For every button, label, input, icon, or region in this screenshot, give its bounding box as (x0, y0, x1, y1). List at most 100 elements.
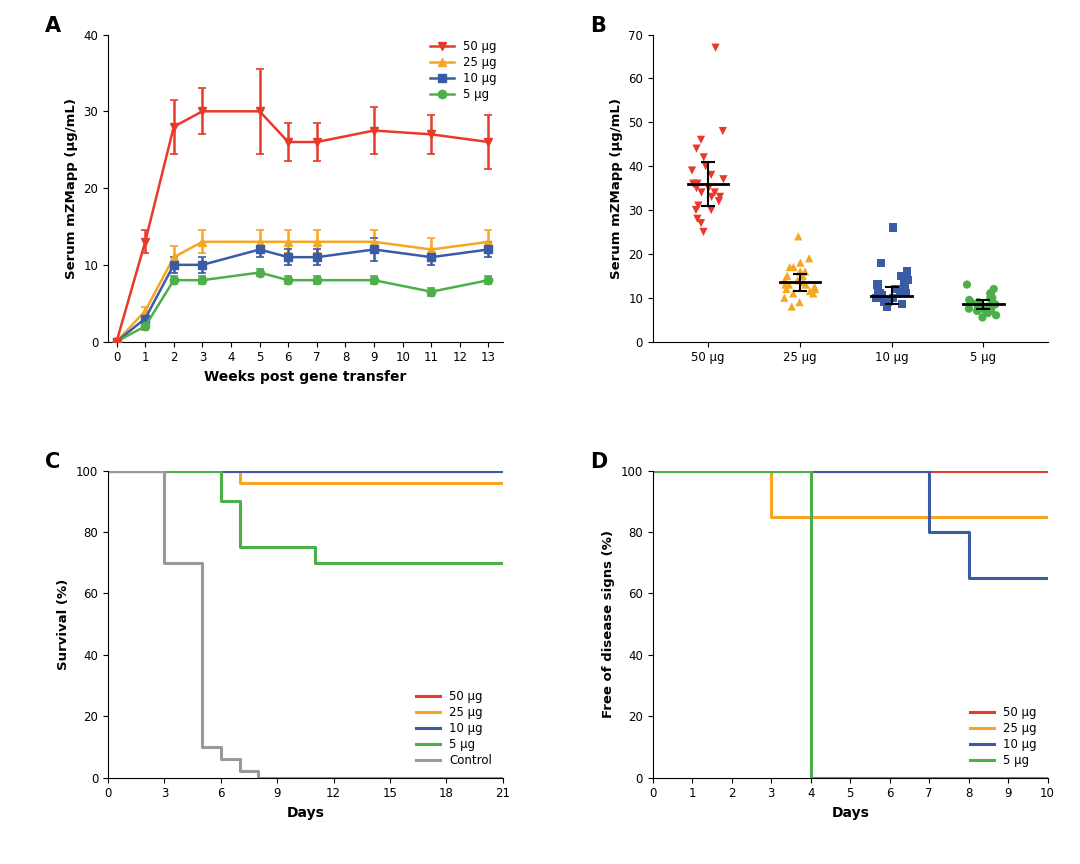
Point (684, 163, 701, 177)
Point (696, 150, 713, 164)
Point (700, 181, 717, 195)
Point (980, 306, 997, 320)
Point (896, 277, 914, 291)
Point (974, 300, 991, 314)
Point (982, 291, 999, 305)
Point (777, 273, 794, 287)
Point (781, 260, 798, 274)
Point (892, 269, 909, 283)
X-axis label: Days: Days (286, 806, 324, 820)
Point (797, 277, 814, 291)
Point (886, 282, 903, 295)
Point (806, 280, 823, 294)
Point (780, 277, 797, 291)
Y-axis label: Serum mZMapp (μg/mL): Serum mZMapp (μg/mL) (65, 98, 78, 278)
Point (969, 304, 986, 318)
Point (715, 173, 732, 187)
Point (974, 310, 991, 324)
Point (873, 291, 890, 305)
Point (899, 264, 916, 278)
Point (712, 190, 729, 204)
Point (783, 300, 800, 314)
Point (805, 287, 822, 301)
Point (893, 282, 910, 295)
Point (703, 190, 720, 204)
Point (794, 269, 811, 283)
Point (690, 199, 707, 213)
X-axis label: Weeks post gene transfer: Weeks post gene transfer (204, 370, 406, 384)
Point (789, 273, 807, 287)
Point (875, 295, 892, 309)
Text: D: D (590, 452, 607, 472)
Point (795, 276, 812, 289)
Point (869, 287, 887, 301)
Point (978, 300, 996, 314)
Point (969, 304, 986, 318)
Point (692, 133, 710, 147)
Point (689, 212, 706, 226)
Point (692, 216, 710, 230)
Point (894, 297, 912, 311)
Point (885, 220, 902, 234)
Point (899, 273, 916, 287)
Point (714, 124, 731, 138)
Point (958, 277, 975, 291)
Point (868, 291, 886, 305)
Point (692, 186, 710, 200)
Point (879, 295, 896, 309)
Point (792, 264, 809, 278)
Point (983, 304, 1000, 318)
Point (983, 300, 1000, 314)
Point (982, 287, 999, 301)
Legend: 50 μg, 25 μg, 10 μg, 5 μg: 50 μg, 25 μg, 10 μg, 5 μg (430, 41, 497, 101)
Point (796, 264, 813, 278)
Text: B: B (590, 16, 606, 36)
Point (960, 293, 977, 307)
Point (983, 287, 1000, 301)
Point (685, 177, 702, 191)
Point (987, 297, 1004, 311)
Point (962, 295, 980, 309)
Point (694, 225, 712, 238)
Point (984, 291, 1001, 305)
Y-axis label: Free of disease signs (%): Free of disease signs (%) (603, 530, 616, 718)
Point (687, 203, 704, 217)
Point (707, 41, 725, 54)
Legend: 50 μg, 25 μg, 10 μg, 5 μg: 50 μg, 25 μg, 10 μg, 5 μg (966, 702, 1042, 772)
Point (789, 230, 807, 244)
Legend: 50 μg, 25 μg, 10 μg, 5 μg, Control: 50 μg, 25 μg, 10 μg, 5 μg, Control (411, 685, 497, 772)
Point (985, 282, 1002, 295)
Point (688, 181, 705, 195)
Point (878, 300, 895, 314)
Point (785, 260, 802, 274)
Point (711, 194, 728, 208)
Point (777, 277, 794, 291)
Point (703, 203, 720, 217)
Point (970, 295, 987, 309)
Point (969, 300, 986, 314)
Point (702, 168, 719, 181)
Point (697, 159, 714, 173)
Point (896, 287, 914, 301)
Point (807, 282, 824, 295)
Point (873, 256, 890, 270)
Point (779, 269, 796, 283)
Point (868, 277, 886, 291)
Point (784, 287, 801, 301)
Text: C: C (45, 452, 60, 472)
Point (885, 291, 902, 305)
Point (876, 295, 893, 309)
Point (962, 295, 980, 309)
Point (892, 287, 909, 301)
Point (688, 142, 705, 156)
Point (897, 273, 915, 287)
Point (877, 293, 894, 307)
Point (800, 251, 818, 265)
Point (960, 302, 977, 315)
Text: A: A (45, 16, 60, 36)
Point (792, 256, 809, 270)
Point (987, 308, 1004, 322)
Y-axis label: Survival (%): Survival (%) (57, 579, 70, 670)
Point (873, 289, 890, 302)
Point (976, 304, 994, 318)
